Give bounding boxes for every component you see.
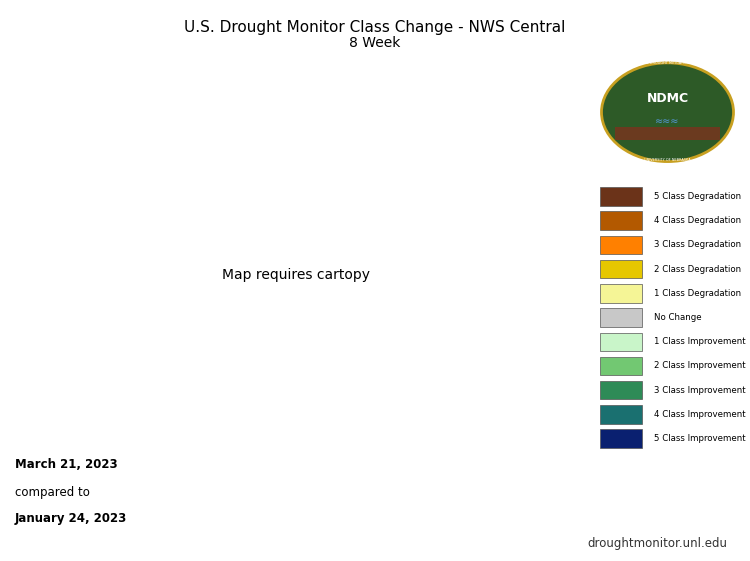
Text: 1 Class Improvement: 1 Class Improvement: [654, 337, 746, 346]
FancyBboxPatch shape: [600, 309, 642, 327]
Text: January 24, 2023: January 24, 2023: [15, 512, 128, 525]
Text: ≈≈≈: ≈≈≈: [656, 116, 680, 126]
FancyBboxPatch shape: [600, 284, 642, 302]
Text: Map requires cartopy: Map requires cartopy: [222, 268, 370, 282]
FancyBboxPatch shape: [600, 187, 642, 206]
Text: 3 Class Improvement: 3 Class Improvement: [654, 386, 746, 395]
FancyBboxPatch shape: [600, 260, 642, 278]
FancyBboxPatch shape: [590, 173, 746, 523]
Text: 1 Class Degradation: 1 Class Degradation: [654, 289, 741, 298]
Text: 4 Class Degradation: 4 Class Degradation: [654, 216, 741, 225]
Text: NDMC: NDMC: [646, 92, 688, 105]
Text: droughtmonitor.unl.edu: droughtmonitor.unl.edu: [587, 537, 728, 550]
Text: UNIVERSITY OF NEBRASKA: UNIVERSITY OF NEBRASKA: [644, 158, 691, 163]
Text: 8 Week: 8 Week: [350, 36, 400, 50]
FancyBboxPatch shape: [600, 430, 642, 448]
Text: 3 Class Degradation: 3 Class Degradation: [654, 240, 741, 249]
Text: March 21, 2023: March 21, 2023: [15, 458, 118, 471]
FancyBboxPatch shape: [600, 333, 642, 351]
Text: 2 Class Improvement: 2 Class Improvement: [654, 361, 746, 370]
Text: No Change: No Change: [654, 313, 702, 322]
Text: 5 Class Degradation: 5 Class Degradation: [654, 192, 741, 201]
FancyBboxPatch shape: [600, 211, 642, 230]
FancyBboxPatch shape: [600, 405, 642, 424]
Text: 2 Class Degradation: 2 Class Degradation: [654, 265, 741, 274]
FancyBboxPatch shape: [600, 381, 642, 399]
FancyBboxPatch shape: [600, 357, 642, 375]
Text: 4 Class Improvement: 4 Class Improvement: [654, 410, 746, 419]
Text: compared to: compared to: [15, 486, 90, 499]
Text: 5 Class Improvement: 5 Class Improvement: [654, 434, 746, 443]
Text: U.S. Drought Monitor Class Change - NWS Central: U.S. Drought Monitor Class Change - NWS …: [184, 20, 566, 35]
Circle shape: [602, 63, 734, 162]
FancyBboxPatch shape: [600, 236, 642, 254]
Text: NATIONAL DROUGHT MITIGATION CENTER: NATIONAL DROUGHT MITIGATION CENTER: [631, 61, 704, 65]
Bar: [615, 127, 720, 140]
